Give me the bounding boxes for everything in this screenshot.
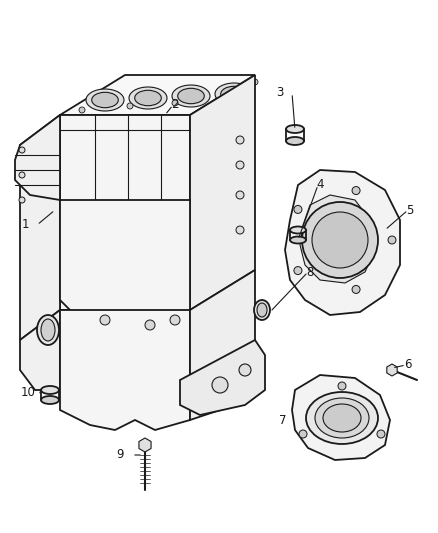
- Ellipse shape: [290, 227, 306, 233]
- Text: 4: 4: [316, 179, 324, 191]
- Circle shape: [145, 320, 155, 330]
- Ellipse shape: [257, 303, 267, 317]
- Ellipse shape: [290, 237, 306, 244]
- Circle shape: [236, 191, 244, 199]
- Text: 3: 3: [276, 86, 284, 100]
- Circle shape: [352, 187, 360, 195]
- Polygon shape: [60, 310, 190, 430]
- Polygon shape: [180, 340, 265, 415]
- Circle shape: [100, 315, 110, 325]
- Ellipse shape: [80, 333, 180, 367]
- Text: 9: 9: [116, 448, 124, 462]
- Circle shape: [236, 161, 244, 169]
- Polygon shape: [60, 115, 190, 310]
- Polygon shape: [60, 75, 255, 115]
- Circle shape: [172, 100, 178, 106]
- Ellipse shape: [41, 386, 59, 394]
- Text: 6: 6: [404, 359, 412, 372]
- Circle shape: [217, 98, 223, 104]
- Circle shape: [127, 103, 133, 109]
- Ellipse shape: [254, 300, 270, 320]
- Circle shape: [236, 136, 244, 144]
- Polygon shape: [20, 310, 60, 390]
- Ellipse shape: [286, 125, 304, 133]
- Circle shape: [236, 226, 244, 234]
- Circle shape: [377, 430, 385, 438]
- Text: 7: 7: [279, 414, 287, 426]
- Circle shape: [352, 286, 360, 294]
- Text: 8: 8: [306, 265, 314, 279]
- Circle shape: [388, 236, 396, 244]
- Ellipse shape: [86, 89, 124, 111]
- Ellipse shape: [286, 137, 304, 145]
- Circle shape: [294, 266, 302, 274]
- Circle shape: [79, 107, 85, 113]
- Ellipse shape: [41, 319, 55, 341]
- Ellipse shape: [172, 85, 210, 107]
- Ellipse shape: [92, 92, 118, 108]
- Polygon shape: [20, 115, 60, 340]
- Polygon shape: [190, 270, 255, 420]
- Polygon shape: [292, 375, 390, 460]
- Polygon shape: [15, 115, 60, 200]
- Circle shape: [170, 315, 180, 325]
- Polygon shape: [285, 170, 400, 315]
- Ellipse shape: [135, 90, 161, 106]
- Circle shape: [19, 197, 25, 203]
- Ellipse shape: [315, 398, 369, 438]
- Ellipse shape: [41, 396, 59, 404]
- Ellipse shape: [37, 315, 59, 345]
- Ellipse shape: [221, 86, 247, 102]
- Polygon shape: [60, 200, 190, 325]
- Text: 5: 5: [406, 204, 413, 216]
- Ellipse shape: [323, 404, 361, 432]
- Polygon shape: [387, 364, 397, 376]
- Polygon shape: [190, 75, 255, 310]
- Circle shape: [294, 205, 302, 213]
- Circle shape: [338, 382, 346, 390]
- Ellipse shape: [215, 83, 253, 105]
- Polygon shape: [139, 438, 151, 452]
- Ellipse shape: [90, 337, 170, 362]
- Text: 2: 2: [171, 99, 179, 111]
- Circle shape: [239, 364, 251, 376]
- Text: 1: 1: [21, 219, 29, 231]
- Circle shape: [19, 172, 25, 178]
- Circle shape: [212, 377, 228, 393]
- Circle shape: [312, 212, 368, 268]
- Text: 10: 10: [21, 385, 35, 399]
- Circle shape: [299, 430, 307, 438]
- Ellipse shape: [306, 392, 378, 444]
- Polygon shape: [300, 195, 375, 283]
- Circle shape: [252, 79, 258, 85]
- Ellipse shape: [178, 88, 204, 104]
- Circle shape: [302, 202, 378, 278]
- Circle shape: [19, 147, 25, 153]
- Ellipse shape: [129, 87, 167, 109]
